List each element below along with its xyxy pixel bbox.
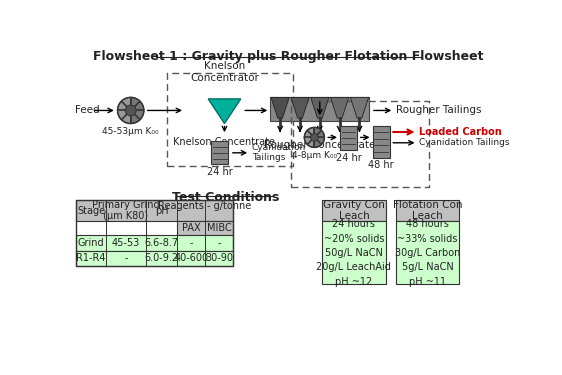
Text: PAX: PAX [182, 223, 201, 233]
Bar [373, 126, 389, 158]
Wedge shape [117, 98, 131, 123]
Text: 24 hr: 24 hr [336, 153, 361, 163]
Bar [76, 235, 233, 250]
Text: Feed: Feed [75, 105, 99, 116]
Circle shape [125, 105, 136, 116]
Text: 6.6-8.7: 6.6-8.7 [144, 238, 179, 248]
Text: Cyanidation
Tailings: Cyanidation Tailings [252, 143, 306, 162]
Text: 48 hours
~33% solids
30g/L Carbon
5g/L NaCN
pH ~11: 48 hours ~33% solids 30g/L Carbon 5g/L N… [395, 219, 460, 287]
Bar [211, 141, 228, 164]
Text: -: - [217, 238, 221, 248]
Text: Flowsheet 1 : Gravity plus Rougher Flotation Flowsheet: Flowsheet 1 : Gravity plus Rougher Flota… [93, 50, 483, 63]
Polygon shape [330, 98, 349, 118]
Text: 48 hr: 48 hr [368, 160, 394, 171]
Bar [270, 97, 369, 121]
Circle shape [310, 134, 318, 141]
Polygon shape [311, 98, 329, 118]
Polygon shape [291, 98, 309, 118]
Text: Flotation Con
Leach: Flotation Con Leach [393, 200, 463, 221]
Wedge shape [131, 98, 144, 123]
Bar [76, 200, 233, 221]
Text: Knelson Concentrate: Knelson Concentrate [174, 136, 275, 147]
Text: Rougher Concentrate: Rougher Concentrate [264, 140, 375, 150]
Bar [396, 200, 459, 221]
Text: Rougher Tailings: Rougher Tailings [396, 105, 481, 116]
Text: pH: pH [155, 206, 169, 216]
Polygon shape [350, 98, 369, 118]
Text: MIBC: MIBC [207, 223, 232, 233]
Bar [396, 221, 459, 285]
Text: R1-R4: R1-R4 [76, 253, 106, 263]
Polygon shape [271, 98, 289, 118]
Text: Gravity Con
Leach: Gravity Con Leach [323, 200, 385, 221]
Bar [340, 126, 357, 150]
Text: -: - [124, 253, 128, 263]
Text: Cyanidation Tailings: Cyanidation Tailings [419, 138, 510, 147]
Bar [322, 221, 386, 285]
Text: Primary Grind
(μm K80): Primary Grind (μm K80) [92, 200, 160, 221]
Text: Loaded Carbon: Loaded Carbon [419, 127, 502, 137]
Text: 30-90: 30-90 [205, 253, 233, 263]
Text: Grind: Grind [78, 238, 105, 248]
Text: Reagents - g/tonne: Reagents - g/tonne [158, 201, 252, 211]
Text: 24 hours
~20% solids
50g/L NaCN
20g/L LeachAid
pH ~12: 24 hours ~20% solids 50g/L NaCN 20g/L Le… [316, 219, 391, 287]
Text: Knelson
Concentrator: Knelson Concentrator [190, 61, 259, 83]
Polygon shape [208, 99, 241, 123]
Text: -: - [189, 238, 193, 248]
Bar [322, 200, 386, 221]
Text: 45-53: 45-53 [112, 238, 140, 248]
Text: Test Conditions: Test Conditions [171, 190, 279, 204]
Bar [177, 221, 233, 235]
Wedge shape [314, 128, 324, 147]
Text: 6.0-9.2: 6.0-9.2 [144, 253, 179, 263]
Text: 45-53μm K₀₀: 45-53μm K₀₀ [102, 128, 159, 136]
Bar [76, 251, 233, 266]
Text: 4-8μm K₀₀: 4-8μm K₀₀ [292, 151, 337, 160]
Text: Stage: Stage [77, 206, 105, 216]
Bar [76, 200, 233, 266]
Text: 40-600: 40-600 [174, 253, 208, 263]
Text: 24 hr: 24 hr [207, 166, 233, 177]
Wedge shape [304, 128, 314, 147]
